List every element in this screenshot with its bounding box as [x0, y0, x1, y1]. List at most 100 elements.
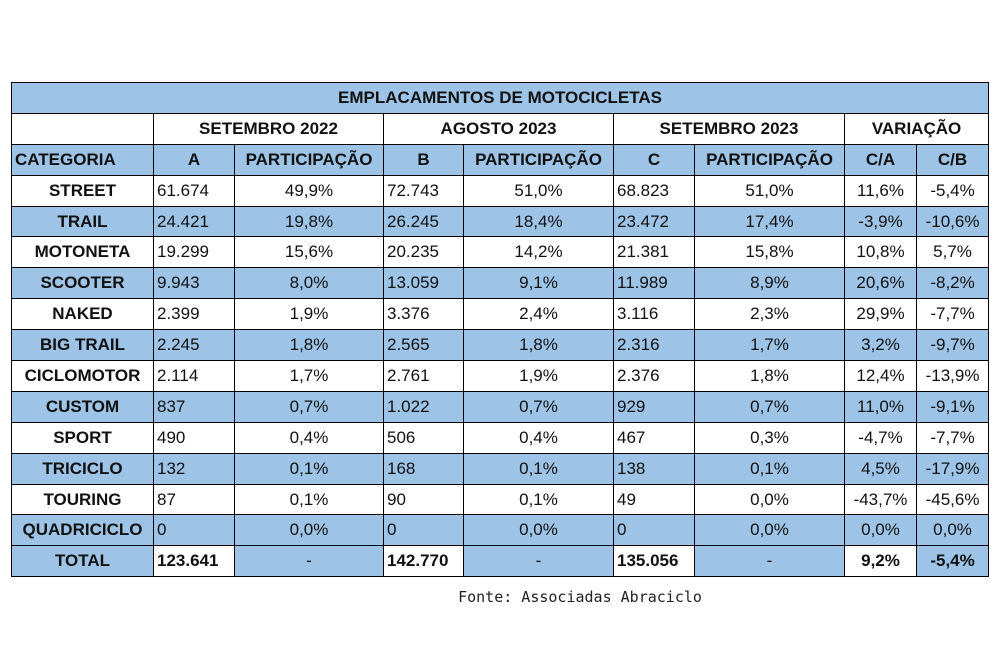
category-cell: MOTONETA [11, 236, 154, 269]
value-cell: 1,7% [234, 360, 384, 392]
registrations-table: EMPLACAMENTOS DE MOTOCICLETAS SETEMBRO 2… [10, 82, 990, 578]
value-cell: 11.989 [613, 267, 695, 300]
table-row: CUSTOM 837 0,7% 1.022 0,7% 929 0,7% 11,0% -9,1% [11, 390, 990, 423]
value-cell: 837 [153, 390, 235, 423]
table-row: CICLOMOTOR 2.114 1,7% 2.761 1,9% 2.376 1,8% 12,… [11, 360, 990, 392]
value-cell: 1,8% [694, 360, 845, 392]
table-row: TRICICLO 132 0,1% 168 0,1% 138 0,1% 4,5% -17,9% [11, 452, 990, 485]
value-cell: 18,4% [463, 205, 614, 238]
value-cell: 20.235 [383, 236, 464, 269]
total-label: TOTAL [11, 545, 154, 578]
category-cell: STREET [11, 174, 154, 207]
value-cell: 2.761 [383, 360, 464, 392]
value-cell: 49,9% [234, 174, 384, 207]
value-cell: 3,2% [844, 329, 917, 362]
value-cell: 17,4% [694, 205, 845, 238]
value-cell: 4,5% [844, 452, 917, 485]
value-cell: 61.674 [153, 174, 235, 207]
value-cell: 1.022 [383, 390, 464, 423]
value-cell: -43,7% [844, 483, 917, 516]
total-value-cell: 123.641 [153, 545, 235, 578]
group-header-variacao: VARIAÇÃO [843, 112, 990, 145]
table-row: TOURING 87 0,1% 90 0,1% 49 0,0% -43,7% -45,6% [11, 483, 990, 516]
value-cell: 68.823 [613, 174, 695, 207]
category-cell: TOURING [11, 483, 154, 516]
value-cell: -4,7% [844, 421, 917, 454]
source-caption: Fonte: Associadas Abraciclo [458, 588, 702, 606]
category-cell: SCOOTER [11, 267, 154, 300]
column-header-row: CATEGORIA A PARTICIPAÇÃO B PARTICIPAÇÃO … [11, 143, 990, 176]
value-cell: -9,7% [915, 329, 990, 362]
table-row: MOTONETA 19.299 15,6% 20.235 14,2% 21.381 15,8… [11, 236, 990, 269]
category-cell: NAKED [11, 298, 154, 331]
value-cell: 0 [613, 514, 695, 547]
value-cell: 0,0% [463, 514, 614, 547]
value-cell: 0,0% [694, 514, 845, 547]
value-cell: 0,3% [694, 421, 845, 454]
group-header-ago-2023: AGOSTO 2023 [383, 112, 614, 145]
value-cell: 9.943 [153, 267, 235, 300]
value-cell: 132 [153, 452, 235, 485]
total-row: TOTAL 123.641-142.770-135.056-9,2% -5,4% [11, 545, 990, 578]
value-cell: 0,0% [694, 483, 845, 516]
value-cell: -9,1% [915, 390, 990, 423]
value-cell: 19,8% [234, 205, 384, 238]
total-value-cell: 142.770 [383, 545, 464, 578]
value-cell: 0,1% [463, 483, 614, 516]
value-cell: -45,6% [915, 483, 990, 516]
value-cell: 1,8% [463, 329, 614, 362]
value-cell: 0,7% [463, 390, 614, 423]
value-cell: 929 [613, 390, 695, 423]
value-cell: 5,7% [915, 236, 990, 269]
value-cell: 87 [153, 483, 235, 516]
table-row: STREET 61.674 49,9% 72.743 51,0% 68.823 51,0% 1… [11, 174, 990, 207]
value-cell: 26.245 [383, 205, 464, 238]
total-value-cell: 9,2% [844, 545, 917, 578]
value-cell: 506 [383, 421, 464, 454]
value-cell: 2.565 [383, 329, 464, 362]
category-cell: CICLOMOTOR [11, 360, 154, 392]
value-cell: 21.381 [613, 236, 695, 269]
value-cell: 0,0% [915, 514, 990, 547]
value-cell: 1,9% [234, 298, 384, 331]
value-cell: 2.399 [153, 298, 235, 331]
value-cell: 0 [383, 514, 464, 547]
title-row: EMPLACAMENTOS DE MOTOCICLETAS [10, 82, 990, 114]
category-cell: BIG TRAIL [11, 329, 154, 362]
value-cell: 1,7% [694, 329, 845, 362]
group-header-set-2023: SETEMBRO 2023 [613, 112, 845, 145]
column-header: B [383, 143, 464, 176]
table-title: EMPLACAMENTOS DE MOTOCICLETAS [10, 82, 990, 114]
value-cell: 1,9% [463, 360, 614, 392]
category-cell: QUADRICICLO [11, 514, 154, 547]
table-row: SPORT 490 0,4% 506 0,4% 467 0,3% -4,7% -7,7% [11, 421, 990, 454]
group-header-empty [11, 112, 154, 145]
table-row: TRAIL 24.421 19,8% 26.245 18,4% 23.472 17,4% -3… [11, 205, 990, 238]
table-row: NAKED 2.399 1,9% 3.376 2,4% 3.116 2,3% 29,9% -7,… [11, 298, 990, 331]
total-value-cell: - [694, 545, 845, 578]
value-cell: -10,6% [915, 205, 990, 238]
group-header-set-2022: SETEMBRO 2022 [153, 112, 384, 145]
value-cell: 8,9% [694, 267, 845, 300]
value-cell: 9,1% [463, 267, 614, 300]
value-cell: 14,2% [463, 236, 614, 269]
value-cell: 0,4% [234, 421, 384, 454]
value-cell: 15,8% [694, 236, 845, 269]
column-header: PARTICIPAÇÃO [694, 143, 845, 176]
group-header-row: SETEMBRO 2022 AGOSTO 2023 SETEMBRO 2023 … [11, 112, 990, 145]
column-header: A [153, 143, 235, 176]
value-cell: 3.116 [613, 298, 695, 331]
category-cell: TRICICLO [11, 452, 154, 485]
column-header: C [613, 143, 695, 176]
value-cell: 0,7% [694, 390, 845, 423]
value-cell: 2,3% [694, 298, 845, 331]
column-header: C/A [844, 143, 917, 176]
value-cell: 3.376 [383, 298, 464, 331]
table-row: SCOOTER 9.943 8,0% 13.059 9,1% 11.989 8,9% 20,6… [11, 267, 990, 300]
value-cell: 23.472 [613, 205, 695, 238]
category-cell: CUSTOM [11, 390, 154, 423]
value-cell: 29,9% [844, 298, 917, 331]
value-cell: 168 [383, 452, 464, 485]
value-cell: 15,6% [234, 236, 384, 269]
value-cell: 20,6% [844, 267, 917, 300]
